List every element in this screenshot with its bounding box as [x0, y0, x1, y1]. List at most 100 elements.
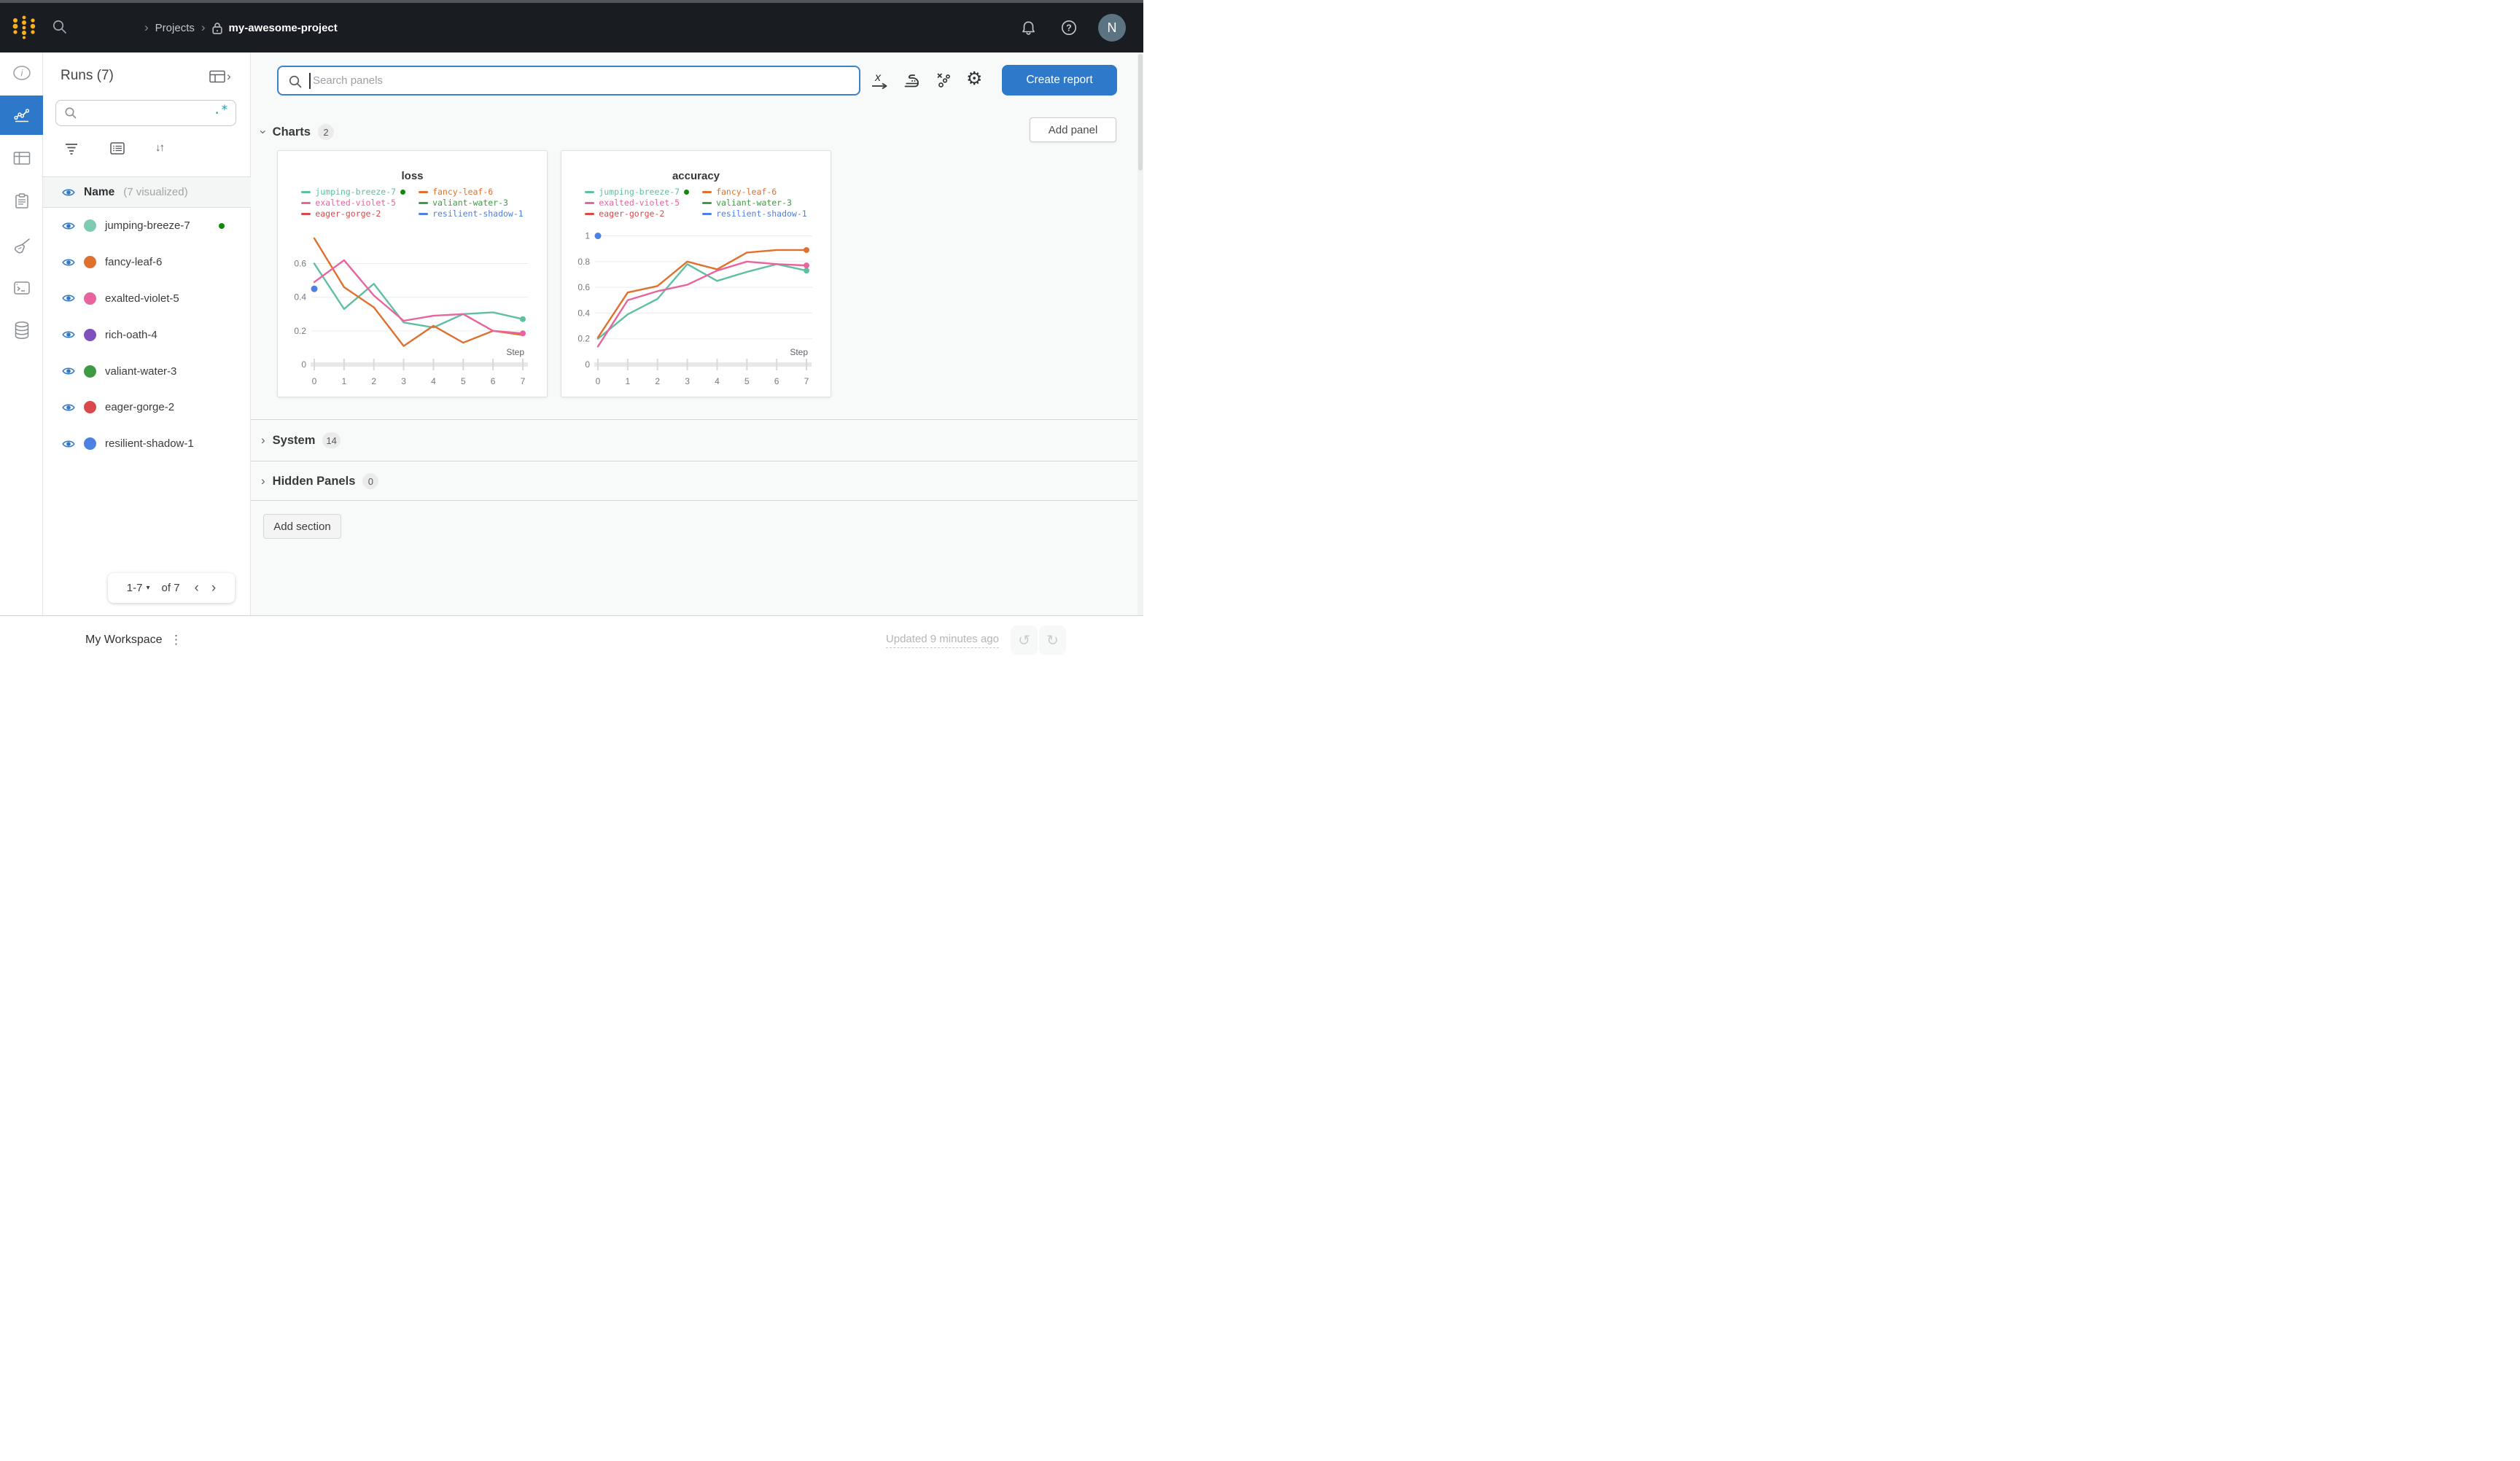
add-section-button[interactable]: Add section [263, 514, 341, 539]
redo-icon[interactable]: ↻ [1039, 626, 1066, 655]
kebab-menu-icon[interactable]: ⋮ [170, 632, 182, 647]
svg-text:i: i [20, 68, 23, 79]
visibility-eye-icon[interactable] [62, 257, 75, 268]
breadcrumb-projects-link[interactable]: Projects [155, 21, 195, 34]
run-row[interactable]: exalted-violet-5 [43, 281, 251, 317]
legend-item[interactable]: fancy-leaf-6 [702, 187, 807, 197]
legend-item[interactable]: exalted-violet-5 [585, 198, 689, 208]
runs-pagination: 1-7 ▾ of 7 ‹ › [108, 573, 235, 603]
visibility-eye-icon[interactable] [62, 330, 75, 340]
scrollbar-track[interactable] [1138, 52, 1143, 615]
search-icon [289, 75, 302, 88]
scrollbar-thumb[interactable] [1138, 54, 1143, 171]
visibility-eye-icon[interactable] [62, 366, 75, 376]
run-row[interactable]: eager-gorge-2 [43, 389, 251, 426]
svg-text:3: 3 [401, 376, 406, 386]
create-report-button[interactable]: Create report [1002, 65, 1117, 96]
last-updated-text[interactable]: Updated 9 minutes ago [885, 633, 999, 648]
settings-gear-icon[interactable]: ⚙ [966, 69, 983, 89]
visibility-eye-icon[interactable] [62, 221, 75, 231]
overview-info-icon[interactable]: i [0, 57, 43, 89]
add-panel-button[interactable]: Add panel [1030, 117, 1116, 142]
pagination-prev-button[interactable]: ‹ [194, 580, 199, 596]
chevron-right-icon[interactable]: › [261, 474, 265, 488]
global-search-icon[interactable] [52, 19, 68, 35]
charts-section-header[interactable]: › Charts 2 [257, 121, 334, 143]
run-name[interactable]: exalted-violet-5 [105, 292, 179, 305]
runs-search-box: .* [55, 100, 236, 126]
runs-sidebar: Runs (7) › .* ↓↑ Name (7 visual [43, 52, 251, 615]
run-color-dot [84, 292, 96, 305]
legend-item[interactable]: jumping-breeze-7 [585, 187, 690, 197]
legend-item[interactable]: resilient-shadow-1 [419, 209, 524, 219]
outliers-icon[interactable] [936, 72, 952, 90]
accuracy-chart-panel[interactable]: accuracy jumping-breeze-7 fancy-leaf-6 exal… [561, 150, 831, 397]
series-resilient-shadow-1-point [311, 285, 318, 292]
legend-item[interactable]: valiant-water-3 [702, 198, 807, 208]
undo-icon[interactable]: ↺ [1011, 626, 1038, 655]
sweeps-broom-icon[interactable] [0, 230, 43, 262]
runs-list-header[interactable]: Name (7 visualized) [43, 176, 251, 208]
pagination-next-button[interactable]: › [211, 580, 217, 596]
legend-item[interactable]: jumping-breeze-7 [301, 187, 406, 197]
legend-item[interactable]: resilient-shadow-1 [702, 209, 807, 219]
legend-item[interactable]: eager-gorge-2 [301, 209, 405, 219]
run-row[interactable]: fancy-leaf-6 [43, 244, 251, 281]
svg-text:0: 0 [312, 376, 317, 386]
pagination-range[interactable]: 1-7 [126, 582, 143, 594]
legend-item[interactable]: valiant-water-3 [419, 198, 524, 208]
run-name[interactable]: fancy-leaf-6 [105, 256, 163, 269]
breadcrumb-project-name[interactable]: my-awesome-project [228, 21, 338, 34]
x-axis-icon[interactable]: x [871, 71, 888, 90]
run-row[interactable]: rich-oath-4 [43, 316, 251, 353]
visibility-eye-icon[interactable] [62, 402, 75, 413]
runs-search-input[interactable] [82, 101, 206, 125]
series-jumping-breeze-7-line [313, 262, 524, 329]
expand-runs-table-button[interactable]: › [209, 69, 231, 84]
visibility-eye-icon[interactable] [62, 187, 75, 198]
group-list-icon[interactable] [110, 142, 125, 155]
run-name[interactable]: rich-oath-4 [105, 328, 158, 341]
panel-search-input[interactable] [313, 69, 845, 93]
system-section-label: System [272, 433, 316, 447]
jobs-clipboard-icon[interactable] [0, 185, 43, 217]
workspace-name[interactable]: My Workspace [85, 633, 163, 646]
chevron-down-icon[interactable]: › [256, 130, 271, 134]
run-row[interactable]: jumping-breeze-7 [43, 208, 251, 244]
hidden-panels-section-header[interactable]: › Hidden Panels 0 [261, 470, 379, 492]
regex-toggle-icon[interactable]: .* [213, 103, 228, 117]
notifications-bell-icon[interactable] [1020, 20, 1037, 36]
chevron-right-icon: › [144, 20, 149, 34]
chevron-right-icon[interactable]: › [261, 433, 265, 447]
workspace-charts-icon[interactable] [0, 96, 43, 135]
sort-icon[interactable]: ↓↑ [155, 141, 165, 154]
visibility-eye-icon[interactable] [62, 439, 75, 449]
legend-item[interactable]: eager-gorge-2 [585, 209, 689, 219]
runs-table-icon[interactable] [0, 142, 43, 174]
legend-swatch-icon [419, 190, 429, 193]
logs-terminal-icon[interactable] [0, 272, 43, 304]
artifacts-database-icon[interactable] [0, 314, 43, 346]
visibility-eye-icon[interactable] [62, 293, 75, 303]
run-name[interactable]: eager-gorge-2 [105, 401, 175, 414]
legend-run-name: eager-gorge-2 [599, 209, 665, 219]
svg-text:0: 0 [596, 376, 601, 386]
run-name[interactable]: jumping-breeze-7 [105, 219, 190, 233]
run-row[interactable]: resilient-shadow-1 [43, 426, 251, 462]
smoothing-iron-icon[interactable] [903, 72, 921, 90]
svg-text:Step: Step [506, 347, 524, 357]
filter-icon[interactable] [65, 143, 78, 155]
legend-swatch-icon [419, 201, 429, 204]
legend-item[interactable]: fancy-leaf-6 [419, 187, 524, 197]
user-avatar[interactable]: N [1098, 14, 1126, 42]
run-name[interactable]: valiant-water-3 [105, 365, 177, 378]
run-row[interactable]: valiant-water-3 [43, 353, 251, 389]
help-icon[interactable]: ? [1060, 19, 1078, 36]
loss-chart-panel[interactable]: loss jumping-breeze-7 fancy-leaf-6 exalted-… [277, 150, 548, 397]
svg-text:1: 1 [585, 231, 590, 241]
svg-text:?: ? [1066, 23, 1072, 33]
wandb-logo-icon[interactable] [10, 15, 38, 39]
run-name[interactable]: resilient-shadow-1 [105, 437, 194, 451]
legend-item[interactable]: exalted-violet-5 [301, 198, 405, 208]
system-section-header[interactable]: › System 14 [261, 429, 341, 451]
